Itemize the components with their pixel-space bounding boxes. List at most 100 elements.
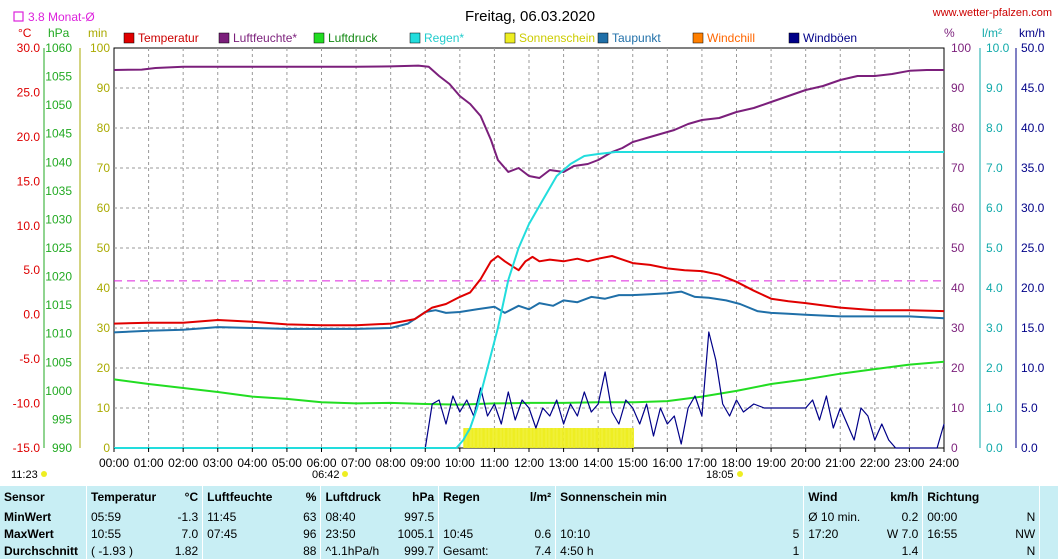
x-tick-label: 07:00 <box>341 456 371 470</box>
sunshine-bar <box>542 428 545 448</box>
x-tick-label: 17:00 <box>687 456 717 470</box>
site-link[interactable]: www.wetter-pfalzen.com <box>932 7 1052 19</box>
max-sun-value: 5 <box>792 526 800 541</box>
sunshine-bar <box>489 428 492 448</box>
grid <box>114 48 944 448</box>
x-tick-label: 23:00 <box>894 456 924 470</box>
sunshine-bar <box>545 428 547 448</box>
sunshine-bar <box>497 428 500 448</box>
legend-swatch <box>788 32 800 44</box>
sunshine-bar <box>532 428 534 448</box>
sunshine-bar <box>502 428 504 448</box>
unit-temperature: °C <box>18 26 32 40</box>
sunshine-bar <box>520 428 523 448</box>
sunshine-bar <box>535 428 538 448</box>
tick-label-humidity: 50 <box>951 241 965 255</box>
tick-label-sunshine: 30 <box>97 321 111 335</box>
sunshine-bar <box>570 428 572 448</box>
sunshine-bar <box>499 428 501 448</box>
tick-label-temperature: 30.0 <box>17 41 41 55</box>
tick-label-rain: 8.0 <box>986 121 1003 135</box>
tick-label-pressure: 995 <box>52 412 72 426</box>
sunshine-duration: 11:23 <box>11 469 38 481</box>
sunshine-bar <box>526 428 528 448</box>
min-hum-value: 63 <box>303 509 317 524</box>
sunshine-bar <box>564 428 566 448</box>
sunshine-bar <box>495 428 497 448</box>
x-tick-label: 14:00 <box>583 456 613 470</box>
sunshine-bar <box>527 428 530 448</box>
sunshine-bar <box>607 428 609 448</box>
max-press-time: 23:50 <box>320 525 394 542</box>
hdr-press-unit: hPa <box>412 490 435 504</box>
sunshine-bar <box>631 428 633 448</box>
tick-label-temperature: 10.0 <box>17 219 41 233</box>
sunshine-bar <box>485 428 487 448</box>
summary-table: Sensor Temperatur °C Luftfeuchte % Luftd… <box>0 486 1058 559</box>
sun-total-hours: 4:50 h <box>555 542 738 559</box>
sunshine-bar <box>623 428 625 448</box>
sunshine-bar <box>573 428 576 448</box>
sunshine-bar <box>488 428 490 448</box>
x-tick-label: 06:00 <box>306 456 336 470</box>
sunshine-bar <box>553 428 555 448</box>
x-tick-label: 16:00 <box>652 456 682 470</box>
sunshine-bar <box>543 428 546 448</box>
sunshine-bar <box>599 428 601 448</box>
sunshine-bar <box>618 428 621 448</box>
avg-dir-value: N <box>1026 543 1036 558</box>
avg-wind-extra <box>803 542 877 559</box>
sunrise-time: 06:42 <box>312 469 340 481</box>
sunshine-bar <box>606 428 608 448</box>
sunshine-bar <box>613 428 615 448</box>
sunshine-bar <box>505 428 508 448</box>
tick-label-rain: 5.0 <box>986 241 1003 255</box>
tick-label-rain: 7.0 <box>986 161 1003 175</box>
sunshine-bar <box>547 428 549 448</box>
tick-label-sunshine: 40 <box>97 281 111 295</box>
tick-label-temperature: 20.0 <box>17 130 41 144</box>
sunshine-bar <box>475 428 478 448</box>
legend-label: Windböen <box>803 31 857 45</box>
sunshine-bar <box>580 428 583 448</box>
row-label: Durchschnitt <box>4 543 79 558</box>
sunshine-bar <box>586 428 588 448</box>
sunshine-bar <box>632 428 634 448</box>
min-hum-time: 11:45 <box>202 508 277 525</box>
sunshine-bar <box>575 428 577 448</box>
axes: 30.0 25.0 20.0 15.0 10.0 5.0 0.0 -5.0 -10.0 -15.0… <box>13 41 1045 455</box>
sunshine-bar <box>587 428 589 448</box>
sunshine-bar <box>561 428 563 448</box>
min-sun-value <box>738 508 804 525</box>
legend-label: Sonnenschein <box>519 31 595 45</box>
legend-swatch <box>218 32 230 44</box>
x-tick-label: 10:00 <box>445 456 475 470</box>
sunshine-bar <box>525 428 527 448</box>
weather-chart: Freitag, 06.03.2020 www.wetter-pfalzen.c… <box>11 7 1052 481</box>
sunshine-bar <box>514 428 516 448</box>
tick-label-pressure: 1015 <box>45 298 72 312</box>
avg-hum-value: 88 <box>303 543 317 558</box>
sunshine-bar <box>609 428 611 448</box>
x-tick-label: 02:00 <box>168 456 198 470</box>
unit-rain: l/m² <box>982 26 1002 40</box>
sunshine-bar <box>629 428 631 448</box>
sunshine-bar <box>624 428 626 448</box>
sunshine-bar <box>486 428 488 448</box>
unit-sunshine: min <box>88 26 107 40</box>
legend-label: Luftdruck <box>328 31 378 45</box>
sunshine-bar <box>508 428 510 448</box>
max-press-value: 1005.1 <box>397 526 435 541</box>
unit-pressure: hPa <box>48 26 70 40</box>
x-tick-label: 03:00 <box>203 456 233 470</box>
sunshine-bar <box>595 428 598 448</box>
tick-label-wind: 15.0 <box>1021 321 1045 335</box>
sunshine-bar <box>567 428 569 448</box>
hdr-sun: Sonnenschein min <box>555 486 804 508</box>
tick-label-humidity: 100 <box>951 41 971 55</box>
legend-label: Taupunkt <box>612 31 661 45</box>
sunshine-bar <box>511 428 513 448</box>
unit-humidity: % <box>944 26 955 40</box>
sunshine-bar <box>630 428 632 448</box>
sunshine-bar <box>512 428 515 448</box>
